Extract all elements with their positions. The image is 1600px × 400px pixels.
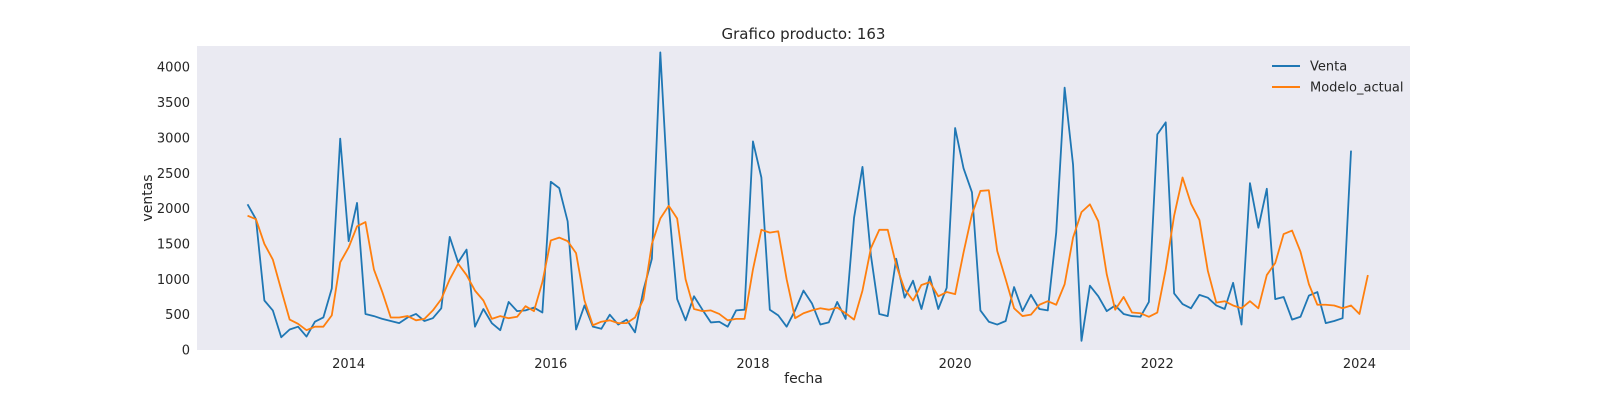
legend-label: Modelo_actual [1310,81,1404,96]
legend-label: Venta [1310,60,1347,75]
y-axis-label: ventas [140,174,156,221]
y-axis-ticks: 0 500 1000 1500 2000 2500 3000 3500 4000 [157,61,190,359]
x-tick-label: 2020 [939,357,972,372]
x-tick-label: 2018 [736,357,769,372]
x-tick-label: 2024 [1343,357,1376,372]
y-tick-label: 1500 [157,237,190,252]
y-tick-label: 3500 [157,96,190,111]
y-tick-label: 2000 [157,202,190,217]
x-tick-label: 2022 [1141,357,1174,372]
series-line-venta [246,51,1352,342]
series-lines [246,51,1369,342]
legend: Venta Modelo_actual [1272,60,1404,96]
chart-title: Grafico producto: 163 [722,25,886,43]
y-tick-label: 1000 [157,273,190,288]
x-tick-label: 2014 [332,357,365,372]
y-tick-label: 2500 [157,167,190,182]
y-tick-label: 4000 [157,61,190,76]
plot-area [197,46,1410,350]
x-tick-label: 2016 [534,357,567,372]
y-tick-label: 3000 [157,131,190,146]
y-tick-label: 500 [165,308,190,323]
y-tick-label: 0 [182,344,190,359]
x-axis-label: fecha [784,371,823,387]
series-line-modelo-actual [247,176,1369,332]
x-axis-ticks: 2014 2016 2018 2020 2022 2024 [332,357,1376,372]
